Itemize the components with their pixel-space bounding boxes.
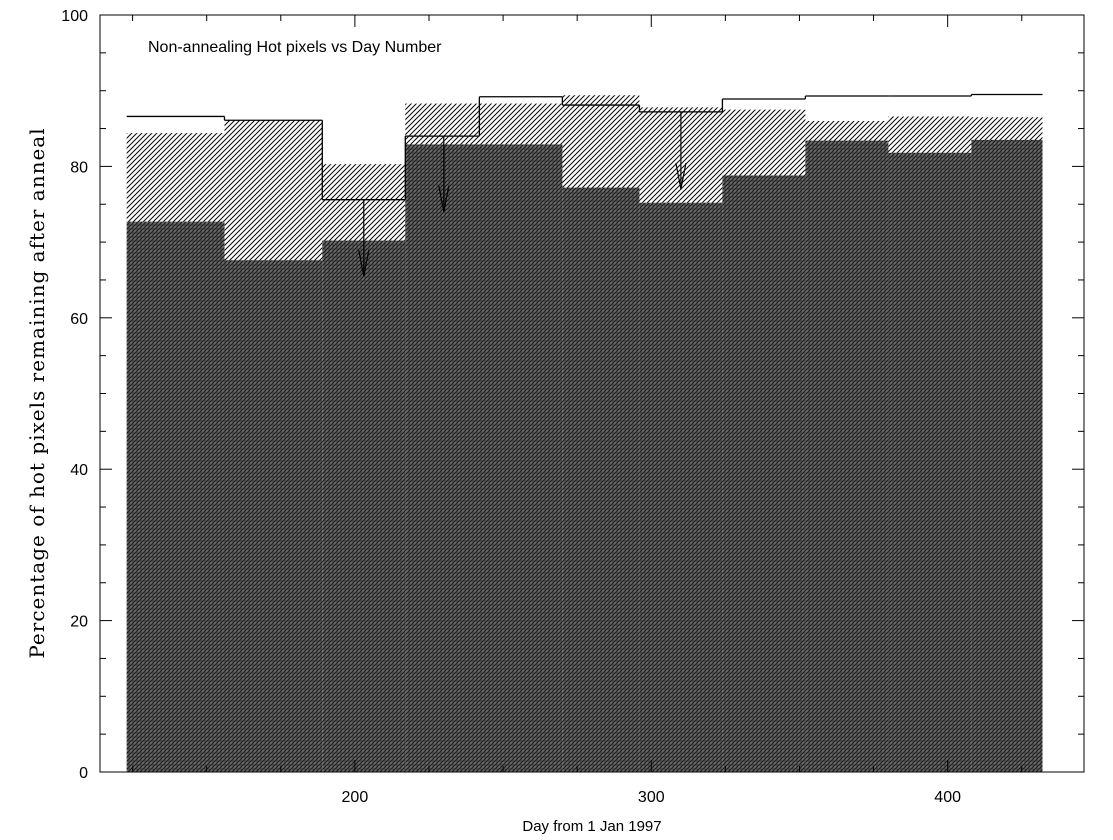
y-tick-label: 100 bbox=[61, 8, 88, 25]
dense-bar-9 bbox=[971, 139, 1043, 772]
x-tick-label: 300 bbox=[638, 789, 665, 806]
y-tick-label: 60 bbox=[70, 311, 88, 328]
dense-bar-2 bbox=[322, 240, 406, 772]
dense-bar-7 bbox=[805, 140, 889, 773]
upper-limit-arrows bbox=[358, 111, 687, 277]
upper-limit-arrow-0 bbox=[358, 199, 370, 277]
chart-title: Non-annealing Hot pixels vs Day Number bbox=[148, 39, 442, 56]
x-tick-label: 400 bbox=[934, 789, 961, 806]
y-axis-title: Percentage of hot pixels remaining after… bbox=[25, 127, 49, 658]
axis-ticks bbox=[100, 14, 1084, 773]
dense-bar-5 bbox=[639, 202, 723, 773]
upper-limit-arrow-1 bbox=[438, 136, 450, 212]
y-tick-label: 0 bbox=[79, 765, 88, 782]
histogram-bars bbox=[126, 95, 1043, 773]
y-tick-labels: 0 20 40 60 80 100 bbox=[61, 8, 88, 782]
x-tick-labels: 200 300 400 bbox=[342, 789, 962, 806]
y-tick-label: 20 bbox=[70, 614, 88, 631]
y-tick-label: 80 bbox=[70, 159, 88, 176]
dense-bar-6 bbox=[722, 175, 806, 772]
dense-bar-4 bbox=[562, 187, 640, 772]
x-tick-label: 200 bbox=[342, 789, 369, 806]
dense-bar-3 bbox=[405, 144, 563, 772]
dense-bar-0 bbox=[126, 221, 225, 772]
dense-bar-1 bbox=[224, 260, 323, 772]
dense-bar-8 bbox=[888, 152, 972, 773]
x-axis-title: Day from 1 Jan 1997 bbox=[522, 818, 661, 835]
y-tick-label: 40 bbox=[70, 462, 88, 479]
upper-limit-arrow-2 bbox=[675, 111, 687, 190]
